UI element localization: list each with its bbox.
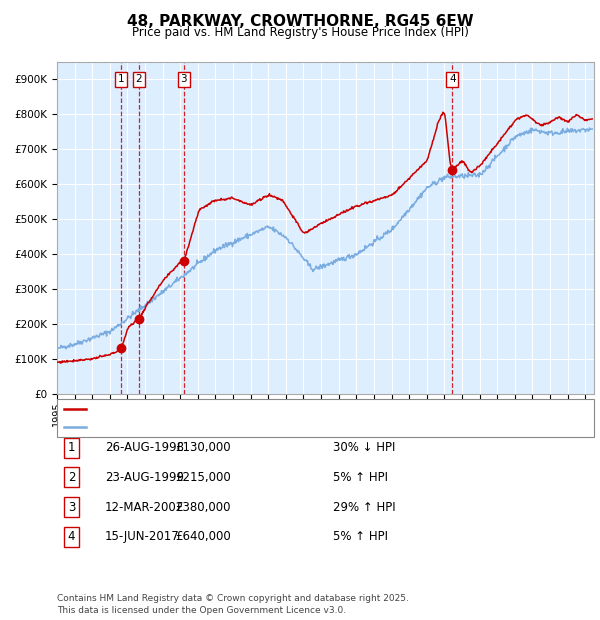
Text: 5% ↑ HPI: 5% ↑ HPI	[333, 531, 388, 543]
Text: 3: 3	[180, 74, 187, 84]
Text: 30% ↓ HPI: 30% ↓ HPI	[333, 441, 395, 454]
Text: 5% ↑ HPI: 5% ↑ HPI	[333, 471, 388, 484]
Text: 29% ↑ HPI: 29% ↑ HPI	[333, 501, 395, 513]
Text: 48, PARKWAY, CROWTHORNE, RG45 6EW (detached house): 48, PARKWAY, CROWTHORNE, RG45 6EW (detac…	[91, 404, 399, 414]
Text: 48, PARKWAY, CROWTHORNE, RG45 6EW: 48, PARKWAY, CROWTHORNE, RG45 6EW	[127, 14, 473, 29]
Text: £380,000: £380,000	[176, 501, 231, 513]
Text: 2: 2	[68, 471, 75, 484]
Text: 3: 3	[68, 501, 75, 513]
Text: £130,000: £130,000	[175, 441, 231, 454]
Text: 15-JUN-2017: 15-JUN-2017	[105, 531, 180, 543]
Text: £640,000: £640,000	[175, 531, 231, 543]
Text: Price paid vs. HM Land Registry's House Price Index (HPI): Price paid vs. HM Land Registry's House …	[131, 26, 469, 39]
Text: 1: 1	[68, 441, 75, 454]
Text: 23-AUG-1999: 23-AUG-1999	[105, 471, 184, 484]
Text: 4: 4	[449, 74, 455, 84]
Text: 2: 2	[136, 74, 142, 84]
Text: 1: 1	[118, 74, 125, 84]
Text: 12-MAR-2002: 12-MAR-2002	[105, 501, 184, 513]
Text: 26-AUG-1998: 26-AUG-1998	[105, 441, 184, 454]
Text: Contains HM Land Registry data © Crown copyright and database right 2025.
This d: Contains HM Land Registry data © Crown c…	[57, 594, 409, 615]
Text: 4: 4	[68, 531, 75, 543]
Text: HPI: Average price, detached house, Wokingham: HPI: Average price, detached house, Woki…	[91, 422, 345, 432]
Text: £215,000: £215,000	[175, 471, 231, 484]
